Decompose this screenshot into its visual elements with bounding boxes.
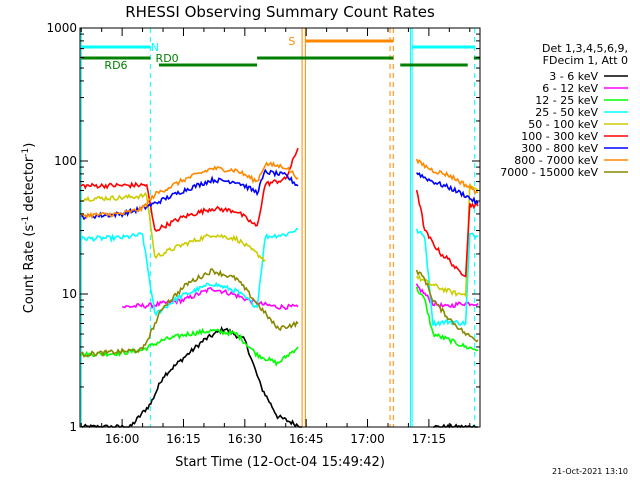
series-line-3-segment-0 — [80, 227, 299, 317]
plot-frame — [79, 27, 481, 428]
y-axis-label-mid: detector — [22, 156, 37, 216]
y-tick-label-3: 1000 — [46, 21, 77, 35]
series-line-1-segment-0 — [122, 286, 299, 311]
y-axis-label-sup1: -1 — [21, 216, 31, 225]
x-tick-label-0: 16:00 — [105, 432, 140, 446]
plot-area: N S RD0 RD6 — [80, 28, 480, 429]
y-tick-label-1: 10 — [62, 287, 77, 301]
legend-label-6: 300 - 800 keV — [521, 142, 598, 155]
series-line-2-segment-1 — [415, 286, 479, 352]
series-line-3-segment-1 — [415, 228, 479, 328]
y-axis-label-main: Count Rate (s — [22, 225, 37, 314]
series-line-0-segment-0 — [80, 325, 303, 429]
series-line-1-segment-1 — [415, 283, 479, 310]
x-tick-label-2: 16:30 — [228, 432, 263, 446]
flag-label-n: N — [151, 41, 159, 54]
x-tick-label-5: 17:15 — [412, 432, 447, 446]
legend-label-7: 800 - 7000 keV — [514, 154, 598, 167]
flag-label-rd6: RD6 — [104, 59, 127, 72]
legend-label-2: 12 - 25 keV — [535, 94, 598, 107]
chart-title: RHESSI Observing Summary Count Rates — [125, 3, 435, 21]
legend-label-5: 100 - 300 keV — [521, 130, 598, 143]
x-tick-label-4: 17:00 — [350, 432, 385, 446]
x-tick-label-3: 16:45 — [289, 432, 324, 446]
series-line-8-segment-0 — [80, 268, 299, 358]
series-line-5-segment-0 — [80, 147, 299, 233]
y-axis-label-end: ) — [22, 143, 37, 148]
legend-label-0: 3 - 6 keV — [549, 70, 598, 83]
y-axis-label-sup2: -1 — [21, 148, 31, 157]
y-axis-label: Count Rate (s-1 detector-1) — [21, 143, 37, 314]
legend-label-3: 25 - 50 keV — [535, 106, 598, 119]
series-line-7-segment-1 — [415, 158, 479, 195]
legend-header-line-2: FDecim 1, Att 0 — [543, 54, 628, 67]
series-line-7-segment-0 — [80, 161, 299, 220]
y-axis: 1 10 100 1000 — [46, 21, 480, 434]
legend-header-line-1: Det 1,3,4,5,6,9, — [542, 42, 628, 55]
y-tick-label-2: 100 — [54, 154, 77, 168]
legend-label-8: 7000 - 15000 keV — [500, 166, 598, 179]
x-tick-label-1: 16:15 — [166, 432, 201, 446]
series-line-2-segment-0 — [80, 327, 299, 368]
x-axis: 16:00 16:15 16:30 16:45 17:00 17:15 — [80, 28, 471, 446]
legend-label-1: 6 - 12 keV — [542, 82, 598, 95]
legend: Det 1,3,4,5,6,9, FDecim 1, Att 0 3 - 6 k… — [500, 42, 628, 179]
series-line-6-segment-1 — [415, 172, 479, 206]
x-axis-label: Start Time (12-Oct-04 15:49:42) — [175, 455, 385, 470]
series-line-5-segment-1 — [415, 189, 479, 278]
series-line-4-segment-0 — [80, 191, 266, 263]
footer-timestamp: 21-Oct-2021 13:10 — [552, 467, 628, 476]
flag-label-rd0: RD0 — [156, 52, 179, 65]
flag-label-s: S — [288, 35, 295, 48]
legend-label-4: 50 - 100 keV — [528, 118, 598, 131]
series-line-8-segment-1 — [415, 269, 479, 343]
y-tick-label-0: 1 — [69, 420, 77, 434]
